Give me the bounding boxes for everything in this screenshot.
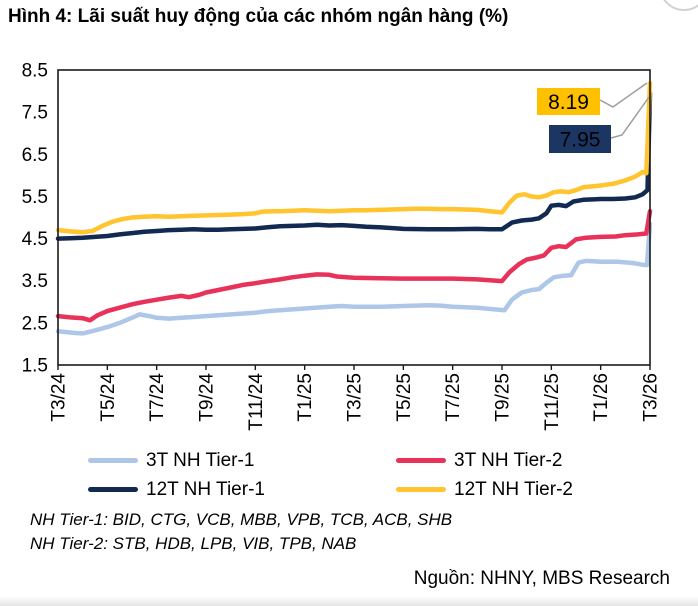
x-tick-label: T5/24 (98, 373, 119, 422)
chart-legend: 3T NH Tier-1 3T NH Tier-2 12T NH Tier-1 12T… (88, 449, 573, 500)
x-tick-label: T1/26 (591, 373, 612, 422)
legend-item-12t-nh-tier-2: 12T NH Tier-2 (396, 478, 573, 500)
x-tick-label: T3/26 (641, 373, 662, 422)
x-tick-label: T11/25 (542, 373, 563, 431)
annotation-box-12t-nh-tier-1 (549, 125, 611, 153)
y-tick-label: 1.5 (22, 356, 48, 377)
y-tick-label: 6.5 (22, 145, 48, 166)
legend-label: 12T NH Tier-2 (454, 478, 573, 500)
y-tick-label: 5.5 (22, 187, 48, 208)
series-line-12t-nh-tier-2 (55, 80, 653, 235)
y-tick-label: 7.5 (22, 103, 48, 124)
x-tick-label: T1/25 (295, 373, 316, 422)
legend-label: 3T NH Tier-1 (146, 449, 255, 471)
legend-swatch (396, 486, 446, 492)
series-line-3t-nh-tier-1 (55, 221, 653, 336)
annotation-leader-line (599, 82, 648, 108)
legend-item-12t-nh-tier-1: 12T NH Tier-1 (88, 478, 396, 500)
annotation-value-12t-nh-tier-1: 7.95 (560, 129, 601, 152)
legend-swatch (88, 486, 138, 492)
y-tick-label: 8.5 (22, 61, 48, 82)
x-tick-label: T11/24 (246, 373, 267, 431)
series-line-12t-nh-tier-1 (55, 90, 653, 241)
legend-swatch (396, 457, 446, 463)
deposit-rate-line-chart: 1.5 2.5 3.5 4.5 5.5 6.5 7.5 8.5 T3/24 T5/24 T7/24 T… (22, 61, 662, 431)
x-tick-label: T5/25 (394, 373, 415, 422)
legend-label: 12T NH Tier-1 (146, 478, 265, 500)
legend-item-3t-nh-tier-1: 3T NH Tier-1 (88, 449, 396, 471)
footnote-tier1: NH Tier-1: BID, CTG, VCB, MBB, VPB, TCB,… (30, 510, 453, 529)
y-tick-label: 2.5 (22, 313, 48, 334)
annotation-leader-line (610, 96, 650, 139)
clipped-floating-widget-fragment (659, 0, 698, 11)
annotation-box-12t-nh-tier-2 (537, 88, 600, 115)
legend-swatch (88, 457, 138, 463)
x-tick-label: T3/25 (345, 373, 366, 422)
annotation-value-12t-nh-tier-2: 8.19 (548, 91, 589, 114)
x-tick-label: T7/25 (443, 373, 464, 422)
source-credit: Nguồn: NHNY, MBS Research (413, 568, 670, 589)
figure-title: Hình 4: Lãi suất huy động của các nhóm n… (8, 6, 509, 27)
series-line-3t-nh-tier-2 (55, 208, 653, 323)
x-tick-label: T9/24 (197, 373, 218, 422)
x-tick-label: T9/25 (493, 373, 514, 422)
footnote-tier2: NH Tier-2: STB, HDB, LPB, VIB, TPB, NAB (30, 534, 357, 553)
legend-item-3t-nh-tier-2: 3T NH Tier-2 (396, 449, 573, 471)
legend-label: 3T NH Tier-2 (454, 449, 563, 471)
y-tick-label: 4.5 (22, 229, 48, 250)
x-tick-label: T3/24 (49, 373, 70, 422)
y-tick-label: 3.5 (22, 271, 48, 292)
x-tick-label: T7/24 (147, 373, 168, 422)
page-bottom-edge (0, 596, 698, 606)
